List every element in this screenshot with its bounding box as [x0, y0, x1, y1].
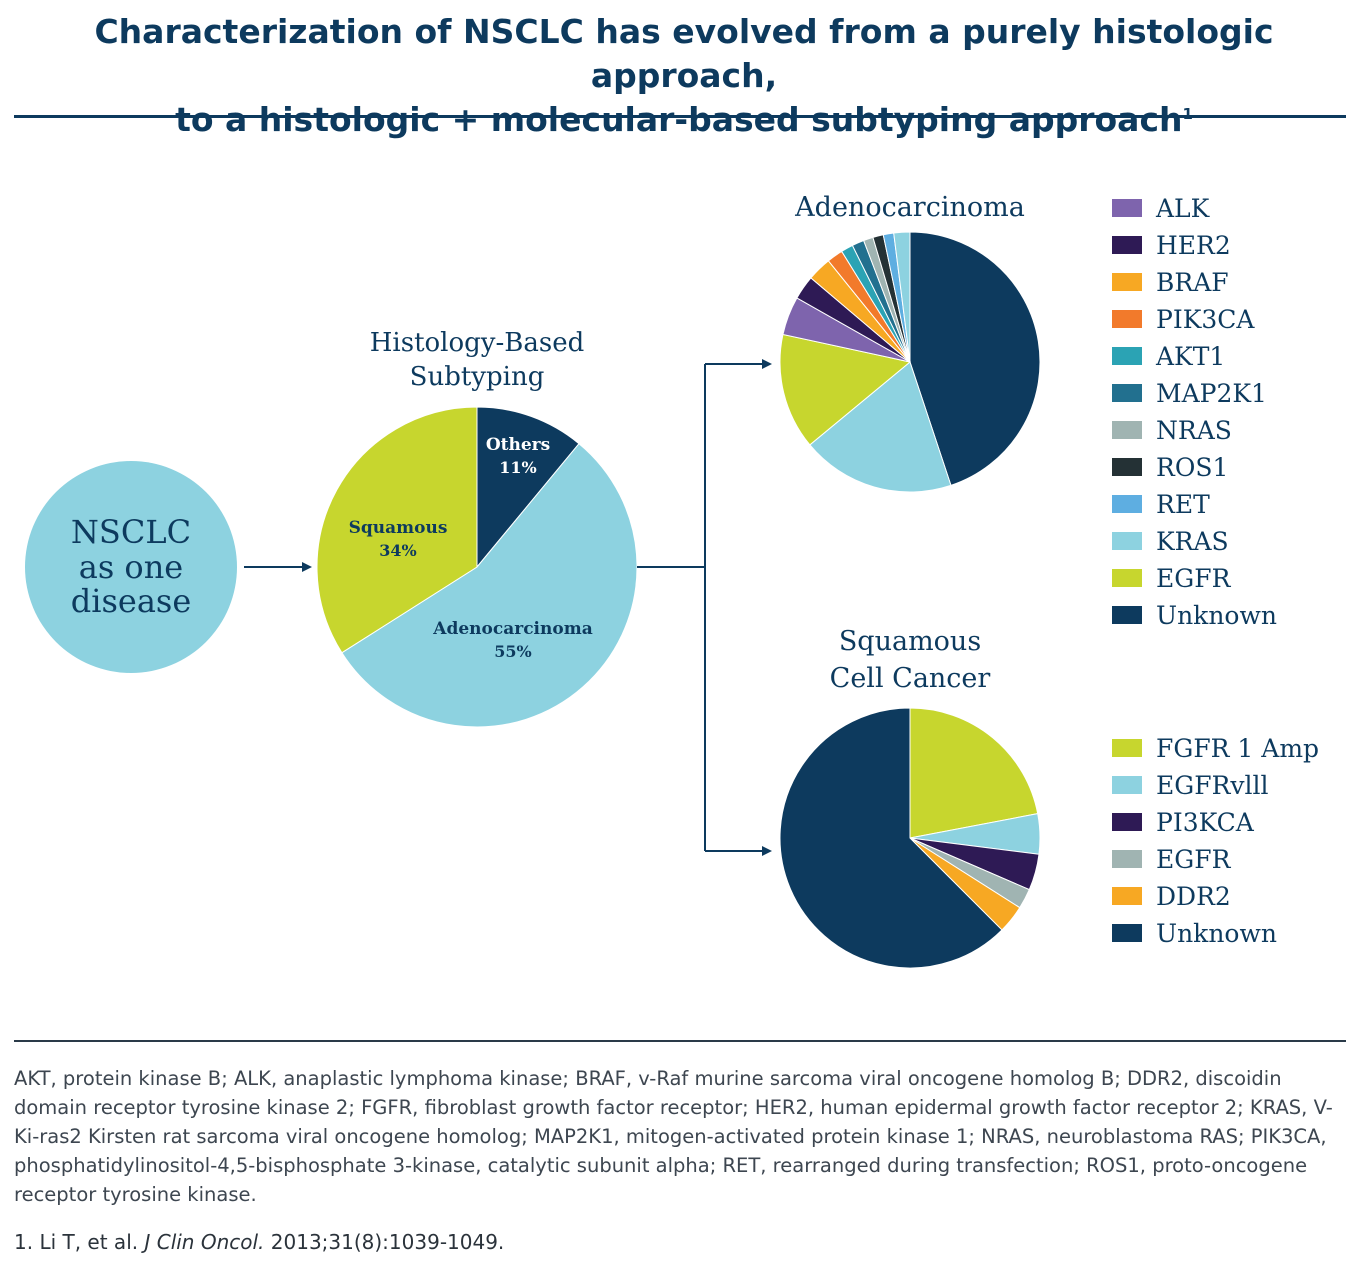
adeno-legend-swatch-braf [1112, 273, 1142, 291]
adeno-legend: ALK HER2 BRAF PIK3CA AKT1 MAP2K1 NRAS ROS1 RET KR… [1112, 194, 1277, 630]
nsclc-disease-circle [25, 461, 237, 673]
figure: NSCLC as one disease Histology-Based Sub… [25, 192, 1319, 969]
adeno-slice-value: 55% [494, 642, 531, 661]
adeno-slice-egfr-2 [779, 333, 912, 446]
page-title: Characterization of NSCLC has evolved fr… [0, 10, 1368, 142]
adeno-legend-swatch-kras [1112, 532, 1142, 550]
adeno-legend-swatch-unknown [1112, 606, 1142, 624]
adeno-legend-label-nras: NRAS [1156, 416, 1232, 445]
squamous-legend-swatch-pi3kca [1112, 813, 1142, 831]
adeno-legend-swatch-ros1 [1112, 458, 1142, 476]
adeno-legend-swatch-map2k1 [1112, 384, 1142, 402]
adeno-legend-label-her2: HER2 [1156, 231, 1231, 260]
abbreviations-text: AKT, protein kinase B; ALK, anaplastic l… [14, 1067, 1333, 1206]
adeno-legend-label-ret: RET [1156, 490, 1210, 519]
squamous-pie [779, 707, 1041, 969]
reference-suffix: 2013;31(8):1039-1049. [264, 1230, 505, 1254]
histology-slice-adenocarcinoma-1 [341, 443, 638, 728]
squamous-legend-swatch-egfrvlll [1112, 776, 1142, 794]
squamous-slice-unknown-5 [779, 707, 1003, 969]
title-line-2: to a histologic + molecular-based subtyp… [0, 98, 1368, 142]
adeno-title: Adenocarcinoma [794, 192, 1025, 223]
histology-pie [316, 406, 638, 728]
squamous-title-line-2: Cell Cancer [830, 663, 991, 694]
disease-line-2: as one [79, 548, 183, 586]
histology-title-line-1: Histology-Based [370, 328, 585, 358]
adeno-legend-swatch-akt1 [1112, 347, 1142, 365]
histology-slice-squamous-2 [316, 406, 478, 654]
squamous-legend-swatch-unknown [1112, 924, 1142, 942]
squamous-title-line-1: Squamous [839, 626, 981, 657]
title-line-2-text: to a histologic + molecular-based subtyp… [175, 100, 1183, 139]
adeno-legend-label-akt1: AKT1 [1155, 342, 1225, 371]
histology-title-line-2: Subtyping [410, 362, 545, 392]
others-slice-value: 11% [499, 458, 536, 477]
adeno-slice-unknown-0 [909, 231, 1041, 487]
squamous-slice-fgfr-1-amp-0 [909, 707, 1039, 839]
adeno-legend-label-ros1: ROS1 [1156, 453, 1228, 482]
squamous-legend-label-ddr2: DDR2 [1156, 882, 1231, 911]
adeno-legend-swatch-nras [1112, 421, 1142, 439]
squamous-legend-label-pi3kca: PI3KCA [1156, 808, 1255, 837]
adeno-legend-label-alk: ALK [1155, 194, 1211, 223]
adeno-slice-kras-1 [809, 361, 952, 493]
squamous-legend-swatch-ddr2 [1112, 887, 1142, 905]
adeno-legend-swatch-ret [1112, 495, 1142, 513]
adeno-slice-kras-12 [893, 231, 911, 363]
disease-line-1: NSCLC [71, 513, 191, 551]
adeno-legend-swatch-egfr [1112, 569, 1142, 587]
adeno-slice-label: Adenocarcinoma [432, 619, 592, 639]
adenocarcinoma-pie [779, 231, 1041, 493]
adeno-legend-swatch-alk [1112, 199, 1142, 217]
squamous-legend-label-unknown: Unknown [1156, 919, 1277, 948]
reference-journal: J Clin Oncol. [144, 1230, 265, 1254]
others-slice-label: Others [486, 435, 550, 455]
adeno-legend-label-egfr: EGFR [1156, 564, 1232, 593]
squamous-legend: FGFR 1 Amp EGFRvlll PI3KCA EGFR DDR2 Unknown [1112, 734, 1319, 948]
title-line-1: Characterization of NSCLC has evolved fr… [94, 12, 1274, 95]
footer-divider [14, 1040, 1346, 1042]
histology-slice-others-0 [476, 406, 580, 569]
squamous-slice-label: Squamous [349, 518, 448, 538]
reference: 1. Li T, et al. J Clin Oncol. 2013;31(8)… [14, 1228, 1354, 1256]
squamous-legend-label-egfr: EGFR [1156, 845, 1232, 874]
squamous-legend-label-fgfr-1-amp: FGFR 1 Amp [1156, 734, 1319, 763]
squamous-legend-swatch-fgfr-1-amp [1112, 739, 1142, 757]
disease-line-3: disease [71, 582, 192, 620]
adeno-legend-swatch-pik3ca [1112, 310, 1142, 328]
title-superscript: 1 [1182, 105, 1193, 123]
reference-prefix: 1. Li T, et al. [14, 1230, 145, 1254]
squamous-legend-label-egfrvlll: EGFRvlll [1156, 771, 1269, 800]
adeno-legend-label-braf: BRAF [1156, 268, 1229, 297]
title-divider [14, 115, 1346, 118]
adeno-legend-label-unknown: Unknown [1156, 601, 1277, 630]
adeno-legend-label-kras: KRAS [1156, 527, 1229, 556]
adeno-legend-label-map2k1: MAP2K1 [1156, 379, 1267, 408]
adeno-legend-label-pik3ca: PIK3CA [1156, 305, 1255, 334]
squamous-legend-swatch-egfr [1112, 850, 1142, 868]
adeno-legend-swatch-her2 [1112, 236, 1142, 254]
squamous-slice-value: 34% [379, 541, 416, 560]
